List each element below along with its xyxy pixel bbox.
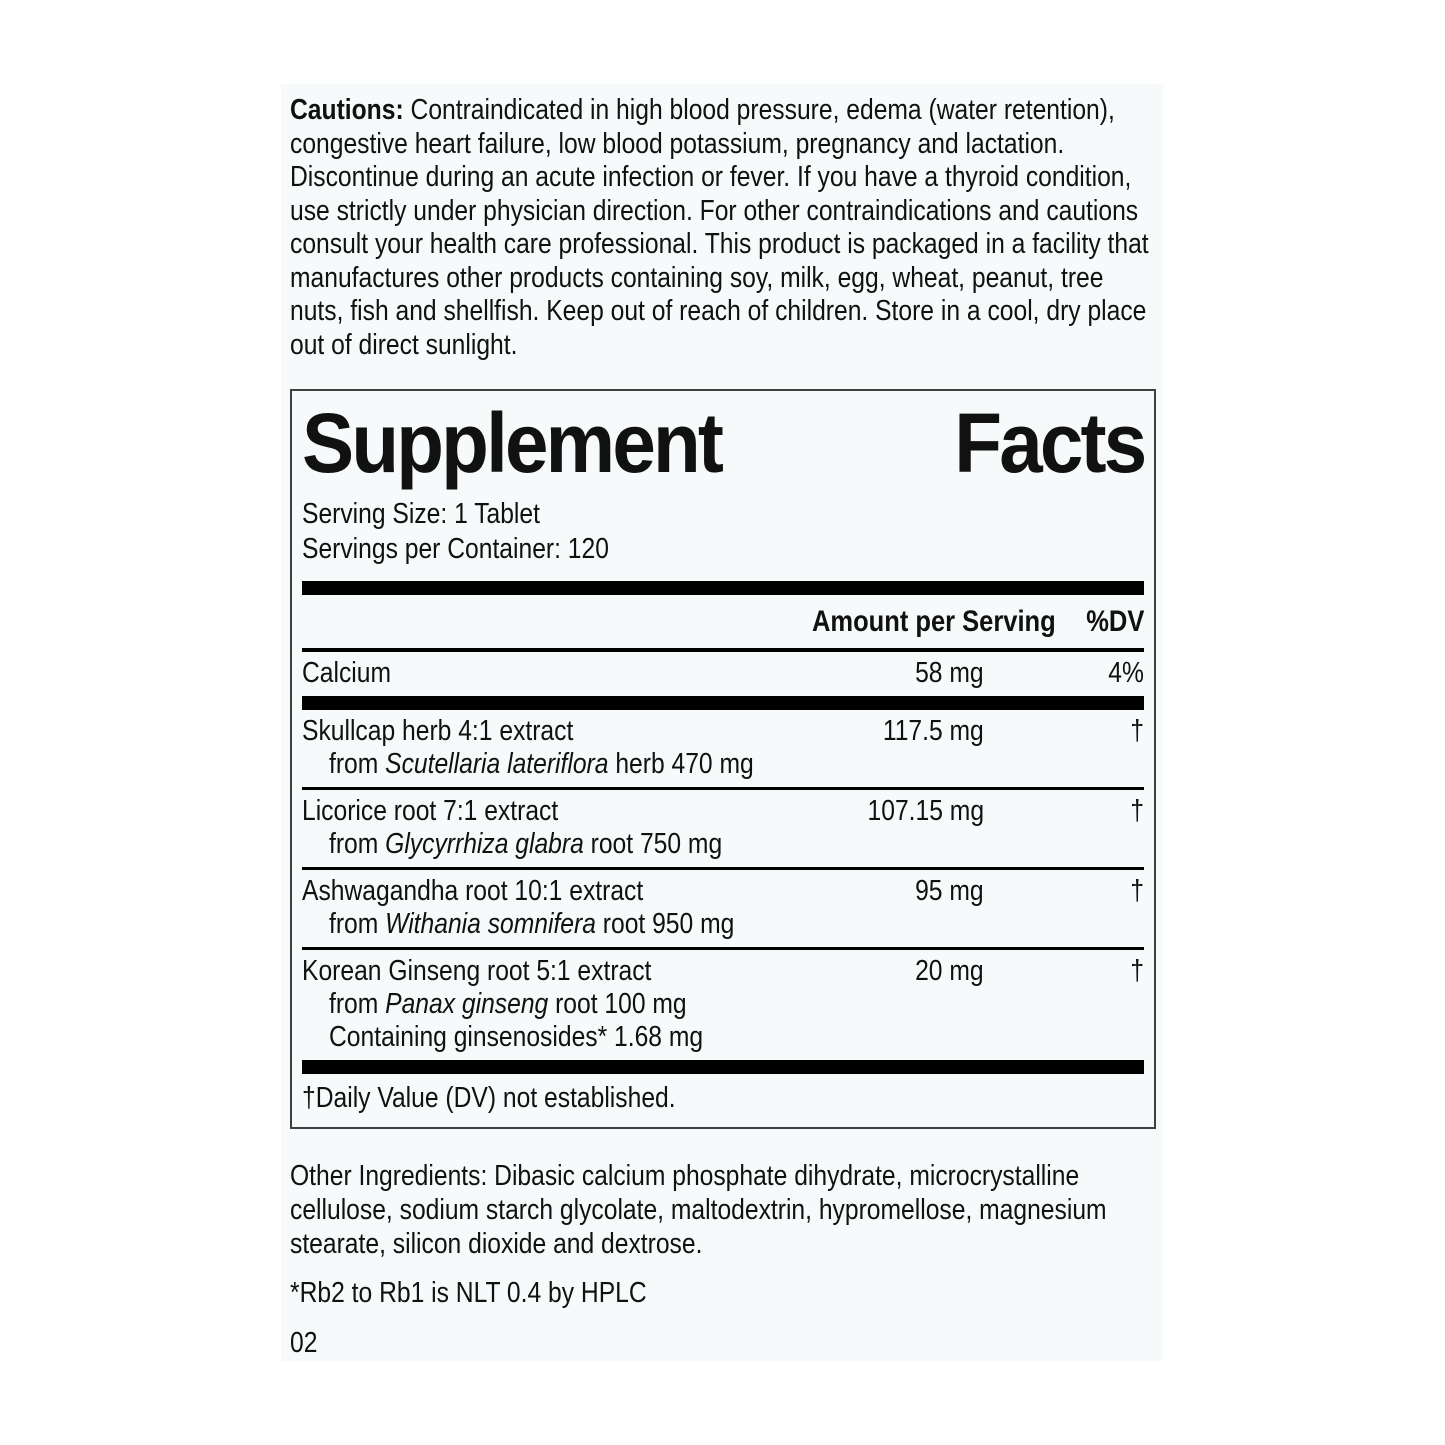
nutrient-amount: 20 mg xyxy=(915,955,984,987)
nutrient-amount: 107.15 mg xyxy=(867,795,984,827)
cautions-paragraph: Cautions: Contraindicated in high blood … xyxy=(290,94,1154,362)
column-header-dv: %DV xyxy=(1085,605,1144,638)
cautions-text: Contraindicated in high blood pressure, … xyxy=(290,94,1149,361)
divider xyxy=(302,947,1144,950)
nutrient-dv: † xyxy=(1130,795,1144,827)
nutrient-name: Korean Ginseng root 5:1 extract xyxy=(302,955,652,987)
nutrient-amount: 95 mg xyxy=(915,875,984,907)
nutrient-dv: † xyxy=(1130,875,1144,907)
nutrient-source: Containing ginsenosides* 1.68 mg xyxy=(329,1021,704,1053)
nutrient-row-korean-ginseng: Korean Ginseng root 5:1 extract 20 mg † … xyxy=(302,950,1144,1060)
nutrient-amount: 117.5 mg xyxy=(883,715,984,747)
nutrient-amount: 58 mg xyxy=(915,657,984,689)
thick-bar xyxy=(302,581,1144,595)
nutrient-source: from Scutellaria lateriflora herb 470 mg xyxy=(329,748,754,780)
nutrient-dv: 4% xyxy=(1108,657,1144,689)
divider xyxy=(302,648,1144,652)
nutrient-row-ashwagandha: Ashwagandha root 10:1 extract 95 mg † fr… xyxy=(302,870,1144,947)
cautions-label: Cautions: xyxy=(290,94,404,126)
page-number: 02 xyxy=(290,1327,318,1359)
nutrient-name: Ashwagandha root 10:1 extract xyxy=(302,875,644,907)
nutrient-name: Calcium xyxy=(302,657,392,689)
nutrient-row-calcium: Calcium 58 mg 4% xyxy=(302,652,1144,696)
hplc-note: *Rb2 to Rb1 is NLT 0.4 by HPLC xyxy=(290,1277,647,1309)
thick-bar xyxy=(302,1060,1144,1074)
nutrient-row-licorice: Licorice root 7:1 extract 107.15 mg † fr… xyxy=(302,790,1144,867)
facts-title-word1: Supplement xyxy=(302,396,724,490)
facts-title-word2: Facts xyxy=(953,396,1147,490)
divider xyxy=(302,867,1144,870)
divider xyxy=(302,787,1144,790)
nutrient-name: Licorice root 7:1 extract xyxy=(302,795,559,827)
serving-size: Serving Size: 1 Tablet xyxy=(302,498,540,530)
nutrient-dv: † xyxy=(1130,955,1144,987)
nutrient-row-skullcap: Skullcap herb 4:1 extract 117.5 mg † fro… xyxy=(302,710,1144,787)
other-ingredients-paragraph: Other Ingredients: Dibasic calcium phosp… xyxy=(290,1160,1107,1260)
nutrient-source: from Glycyrrhiza glabra root 750 mg xyxy=(329,828,723,860)
nutrient-name: Skullcap herb 4:1 extract xyxy=(302,715,574,747)
facts-title: Supplement Facts xyxy=(302,396,1147,490)
label-panel: Cautions: Contraindicated in high blood … xyxy=(281,84,1163,1361)
nutrient-source: from Panax ginseng root 100 mg xyxy=(329,988,687,1020)
thick-bar xyxy=(302,696,1144,710)
table-header-row: Amount per Serving %DV xyxy=(302,595,1144,648)
nutrient-source: from Withania somnifera root 950 mg xyxy=(329,908,735,940)
dv-footnote: †Daily Value (DV) not established. xyxy=(302,1082,676,1114)
servings-per-container: Servings per Container: 120 xyxy=(302,533,609,565)
column-header-amount: Amount per Serving xyxy=(812,605,1056,638)
supplement-facts-box: Supplement Facts Serving Size: 1 Tablet … xyxy=(290,389,1156,1129)
nutrient-dv: † xyxy=(1130,715,1144,747)
